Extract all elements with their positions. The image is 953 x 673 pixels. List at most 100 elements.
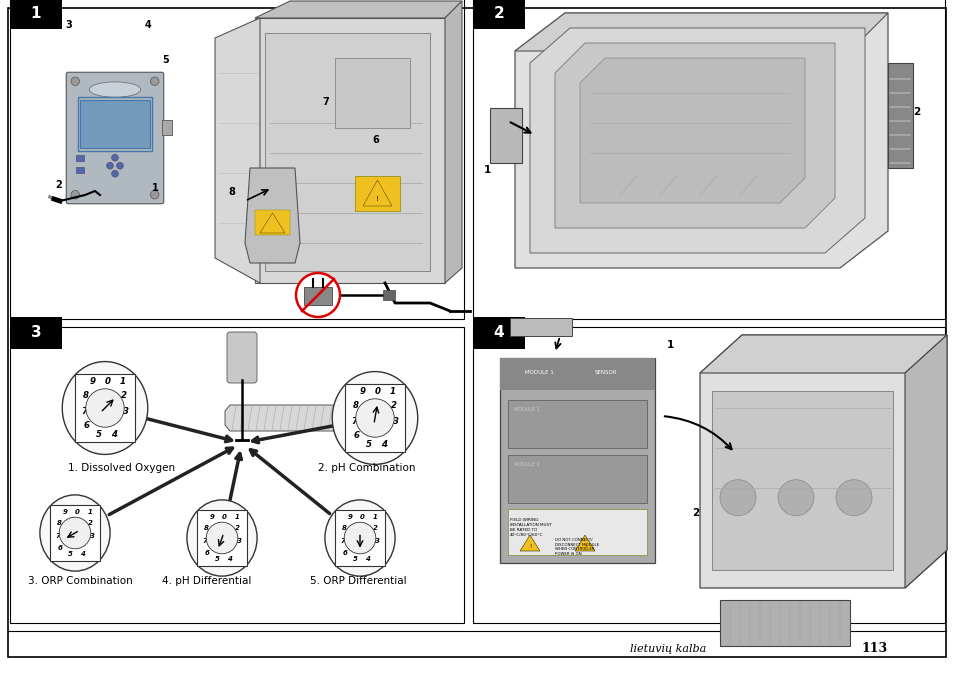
- Bar: [75, 374, 135, 442]
- Polygon shape: [260, 213, 285, 233]
- Polygon shape: [700, 335, 946, 588]
- Text: SENSOR: SENSOR: [595, 370, 617, 375]
- Text: INSTALLATION MUST: INSTALLATION MUST: [510, 523, 551, 527]
- Text: 2: 2: [493, 5, 504, 20]
- Text: 3. ORP Combination: 3. ORP Combination: [28, 576, 132, 586]
- Circle shape: [71, 77, 79, 85]
- Text: 5: 5: [162, 55, 169, 65]
- Text: 8: 8: [204, 525, 209, 531]
- Text: !: !: [375, 196, 378, 202]
- Circle shape: [344, 522, 375, 554]
- Text: 4: 4: [380, 439, 387, 449]
- Text: BE RATED TO: BE RATED TO: [510, 528, 537, 532]
- Text: 6: 6: [354, 431, 359, 440]
- Circle shape: [835, 480, 871, 516]
- Bar: [507, 509, 646, 555]
- Bar: [507, 455, 646, 503]
- Text: 1: 1: [88, 509, 92, 515]
- Text: 5. ORP Differential: 5. ORP Differential: [310, 576, 406, 586]
- Bar: [10, 327, 463, 623]
- Bar: [473, 0, 944, 319]
- Text: MODULE 1: MODULE 1: [524, 370, 553, 375]
- Bar: [76, 155, 84, 161]
- Polygon shape: [254, 18, 444, 283]
- Text: 1. Dissolved Oxygen: 1. Dissolved Oxygen: [68, 463, 175, 473]
- Text: 8: 8: [353, 401, 358, 410]
- Circle shape: [86, 389, 124, 427]
- Text: 9: 9: [359, 388, 366, 396]
- Text: 2: 2: [391, 401, 396, 410]
- Text: 3: 3: [30, 326, 41, 341]
- Text: 9: 9: [90, 378, 96, 386]
- Text: 5: 5: [214, 557, 219, 563]
- Bar: [10, 0, 463, 319]
- Text: 7: 7: [202, 538, 207, 544]
- Text: 3: 3: [375, 538, 379, 544]
- Bar: [162, 120, 172, 135]
- Text: 1: 1: [120, 378, 126, 386]
- Circle shape: [151, 190, 159, 199]
- Circle shape: [107, 162, 113, 169]
- Text: 4: 4: [111, 429, 117, 439]
- Bar: [76, 167, 84, 173]
- Text: 6: 6: [205, 550, 210, 556]
- Text: 4: 4: [493, 326, 504, 341]
- Text: 3: 3: [65, 20, 71, 30]
- Bar: [78, 97, 152, 151]
- Text: 7: 7: [322, 97, 329, 107]
- Ellipse shape: [40, 495, 110, 571]
- Text: 1: 1: [234, 513, 239, 520]
- Text: 7: 7: [81, 407, 87, 416]
- Polygon shape: [444, 1, 461, 283]
- Text: 5: 5: [353, 557, 357, 563]
- FancyBboxPatch shape: [227, 332, 256, 383]
- Text: 8: 8: [341, 525, 346, 531]
- Text: 5: 5: [96, 429, 102, 439]
- Text: 6: 6: [84, 421, 90, 430]
- Text: MODULE 1: MODULE 1: [514, 407, 539, 412]
- Text: 1: 1: [390, 388, 395, 396]
- Text: 2: 2: [89, 520, 93, 526]
- Circle shape: [59, 518, 91, 548]
- Circle shape: [355, 399, 394, 437]
- Bar: [304, 287, 332, 305]
- Text: 5: 5: [68, 551, 72, 557]
- Circle shape: [71, 190, 79, 199]
- Text: 0: 0: [222, 513, 227, 520]
- Text: 9: 9: [210, 513, 214, 520]
- Polygon shape: [515, 13, 887, 51]
- Text: 1: 1: [372, 513, 376, 520]
- Bar: [473, 327, 944, 623]
- Circle shape: [720, 480, 755, 516]
- Text: 1: 1: [152, 183, 158, 193]
- Polygon shape: [519, 535, 539, 551]
- Polygon shape: [530, 28, 864, 253]
- Text: 5: 5: [366, 439, 372, 449]
- Polygon shape: [700, 335, 946, 373]
- Bar: [382, 290, 395, 300]
- Text: 8: 8: [228, 187, 234, 197]
- Text: 0: 0: [375, 388, 380, 396]
- Text: 113: 113: [861, 643, 886, 656]
- Circle shape: [295, 273, 339, 317]
- Bar: [507, 400, 646, 448]
- Polygon shape: [225, 405, 390, 431]
- Text: 2: 2: [55, 180, 62, 190]
- Bar: [510, 318, 572, 336]
- Text: FIELD WIRING: FIELD WIRING: [510, 518, 537, 522]
- Text: 3: 3: [393, 417, 398, 426]
- Text: 7: 7: [351, 417, 356, 426]
- Bar: [887, 63, 912, 168]
- Bar: [711, 391, 892, 570]
- Bar: [720, 600, 849, 646]
- Text: !: !: [583, 544, 585, 548]
- Polygon shape: [515, 13, 887, 268]
- Circle shape: [112, 154, 118, 161]
- Text: 8: 8: [83, 391, 89, 400]
- Bar: [335, 58, 410, 128]
- Circle shape: [778, 480, 813, 516]
- Text: 9: 9: [347, 513, 353, 520]
- Bar: [335, 510, 384, 566]
- Text: DO NOT CONNECT/
DISCONNECT MODULE
WHEN CONTROLLER
POWER IS ON: DO NOT CONNECT/ DISCONNECT MODULE WHEN C…: [555, 538, 598, 556]
- Bar: [499, 358, 655, 563]
